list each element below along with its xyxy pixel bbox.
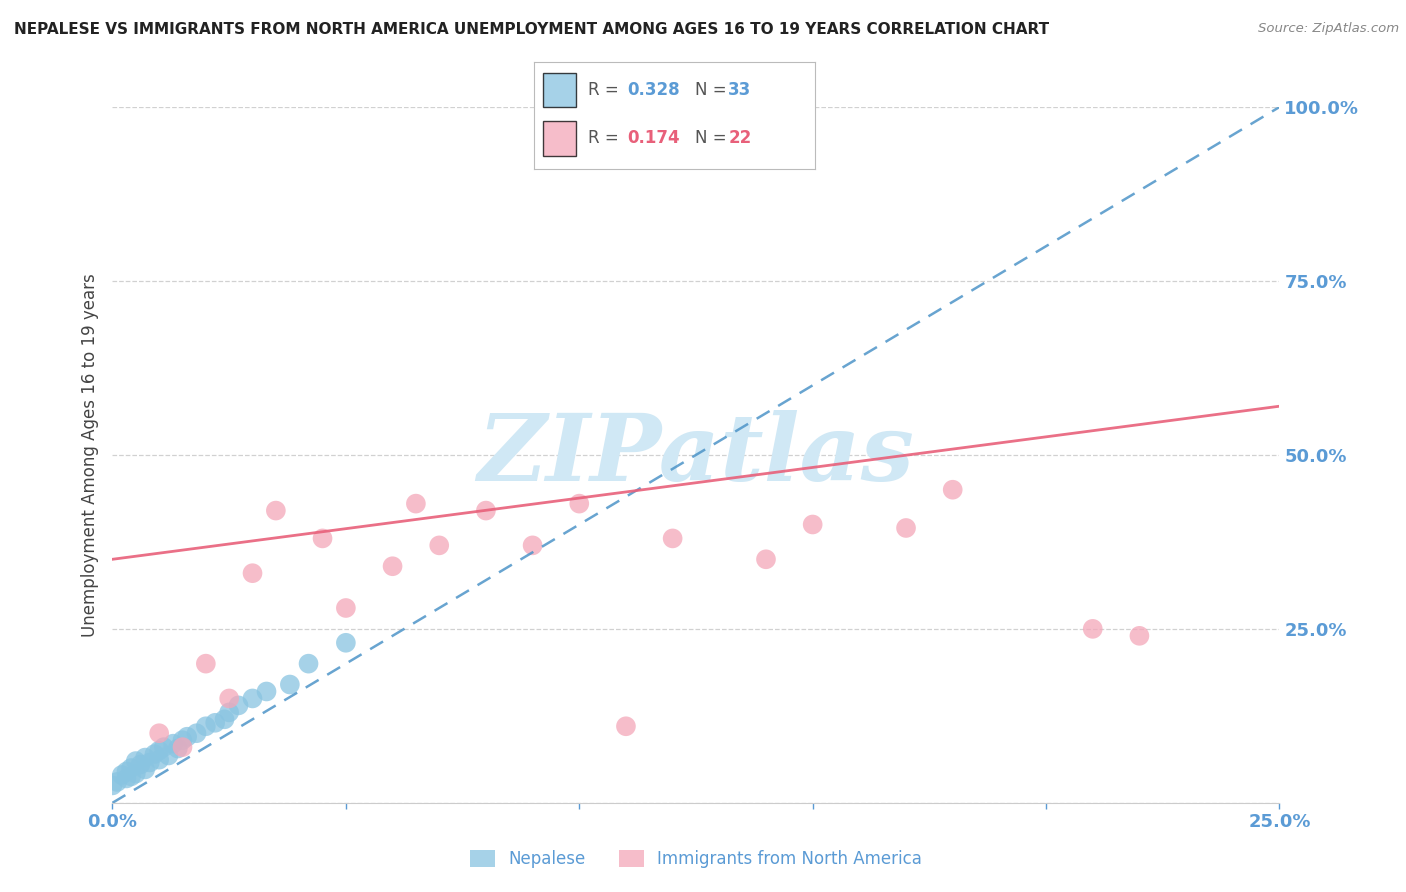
Point	[105, 775, 128, 789]
Point	[115, 764, 138, 779]
Point	[153, 740, 176, 755]
Point	[614, 719, 637, 733]
Y-axis label: Unemployment Among Ages 16 to 19 years: Unemployment Among Ages 16 to 19 years	[80, 273, 98, 637]
Point	[194, 657, 217, 671]
Point	[129, 757, 152, 772]
Text: 0.174: 0.174	[627, 129, 679, 147]
Point	[125, 754, 148, 768]
Point	[381, 559, 404, 574]
Point	[755, 552, 778, 566]
FancyBboxPatch shape	[543, 73, 576, 107]
Text: ZIPatlas: ZIPatlas	[478, 410, 914, 500]
Point	[148, 753, 170, 767]
Point	[194, 719, 217, 733]
Point	[256, 684, 278, 698]
Point	[942, 483, 965, 497]
Point	[120, 769, 142, 783]
Point	[111, 768, 134, 782]
Point	[218, 691, 240, 706]
Point	[568, 497, 591, 511]
Point	[166, 741, 188, 756]
Point	[186, 726, 208, 740]
Point	[661, 532, 683, 546]
Point	[297, 657, 319, 671]
Point	[335, 636, 357, 650]
Text: R =: R =	[588, 81, 624, 99]
Text: R =: R =	[588, 129, 624, 147]
Point	[218, 706, 240, 720]
Point	[475, 503, 498, 517]
Point	[172, 733, 194, 747]
Point	[264, 503, 287, 517]
Point	[427, 538, 450, 552]
Point	[204, 715, 226, 730]
Point	[172, 740, 194, 755]
Text: 33: 33	[728, 81, 752, 99]
Point	[801, 517, 824, 532]
Point	[335, 601, 357, 615]
Text: N =: N =	[695, 129, 731, 147]
Point	[115, 772, 138, 786]
Point	[228, 698, 250, 713]
Point	[311, 532, 333, 546]
Point	[157, 748, 180, 763]
Point	[1128, 629, 1150, 643]
Point	[162, 737, 184, 751]
Text: 22: 22	[728, 129, 752, 147]
Point	[176, 730, 198, 744]
Point	[139, 756, 162, 770]
Point	[148, 744, 170, 758]
Point	[101, 778, 124, 792]
FancyBboxPatch shape	[543, 121, 576, 155]
Point	[1081, 622, 1104, 636]
Point	[522, 538, 544, 552]
Point	[405, 497, 427, 511]
Point	[148, 726, 170, 740]
Point	[242, 691, 264, 706]
Point	[120, 761, 142, 775]
Point	[134, 763, 156, 777]
Point	[134, 750, 156, 764]
Point	[278, 677, 301, 691]
Text: N =: N =	[695, 81, 731, 99]
Text: Source: ZipAtlas.com: Source: ZipAtlas.com	[1258, 22, 1399, 36]
Legend: Nepalese, Immigrants from North America: Nepalese, Immigrants from North America	[463, 843, 929, 874]
Text: NEPALESE VS IMMIGRANTS FROM NORTH AMERICA UNEMPLOYMENT AMONG AGES 16 TO 19 YEARS: NEPALESE VS IMMIGRANTS FROM NORTH AMERIC…	[14, 22, 1049, 37]
Point	[125, 766, 148, 780]
Point	[242, 566, 264, 581]
Point	[143, 747, 166, 761]
Point	[894, 521, 917, 535]
Point	[214, 712, 236, 726]
Text: 0.328: 0.328	[627, 81, 679, 99]
